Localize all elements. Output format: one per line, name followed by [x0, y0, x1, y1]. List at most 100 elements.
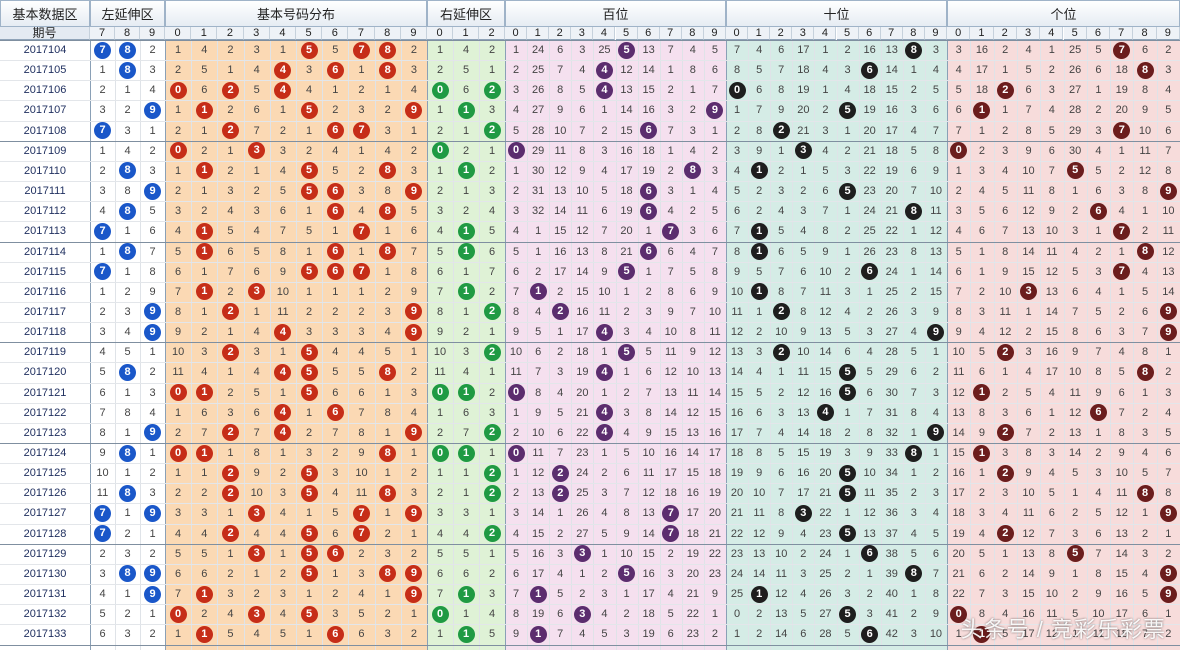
- cell-base: 6: [201, 567, 208, 580]
- cell-shi: 2: [756, 608, 763, 621]
- cell-ge: 2: [978, 487, 985, 500]
- cell-shi: 15: [929, 285, 943, 298]
- ball-base: 8: [379, 484, 397, 502]
- cell-left: 6: [99, 386, 106, 399]
- cell-shi: 8: [866, 426, 873, 439]
- cell-ge: 7: [1048, 164, 1055, 177]
- cell-right: 3: [488, 104, 496, 117]
- cell-ge: 7: [955, 124, 962, 137]
- cell-shi: 2: [756, 326, 763, 339]
- cell-left: 7: [99, 406, 106, 419]
- cell-ge: 10: [1115, 467, 1128, 480]
- ball-ge: 2: [996, 81, 1014, 99]
- cell-bai: 16: [708, 426, 722, 439]
- cell-left: 1: [99, 245, 106, 258]
- cell-right: 4: [462, 527, 470, 540]
- cell-bai: 3: [601, 144, 608, 157]
- cell-shi: 9: [932, 608, 939, 621]
- cell-base: 3: [201, 507, 208, 520]
- cell-base: 9: [358, 447, 365, 459]
- cell-bai: 30: [532, 164, 545, 177]
- cell-ge: 9: [1025, 144, 1032, 157]
- cell-ge: 12: [1069, 406, 1082, 419]
- cell-ge: 10: [1022, 487, 1035, 500]
- cell-base: 5: [175, 245, 182, 258]
- cell-bai: 9: [535, 406, 542, 419]
- cell-base: 3: [384, 628, 391, 641]
- cell-bai: 7: [667, 265, 674, 278]
- cell-bai: 4: [557, 567, 564, 580]
- issue-number: 2017104: [23, 44, 67, 56]
- cell-right: 5: [488, 225, 496, 238]
- ball-ge: 9: [1159, 585, 1177, 603]
- cell-shi: 25: [885, 285, 898, 298]
- cell-shi: 1: [910, 426, 917, 439]
- cell-right: 5: [462, 64, 470, 77]
- cell-shi: 5: [800, 245, 807, 258]
- cell-bai: 4: [512, 104, 520, 117]
- issue-number: 2017119: [23, 346, 66, 359]
- ball-right: 0: [431, 81, 449, 99]
- ball-bai: 4: [595, 424, 613, 442]
- ball-ge: 1: [973, 625, 991, 643]
- cell-shi: 21: [863, 144, 876, 157]
- cell-bai: 1: [623, 366, 630, 379]
- cell-shi: 5: [756, 64, 763, 77]
- grid-vline: [947, 40, 948, 650]
- row-separator: [0, 584, 1180, 586]
- ball-right: 1: [457, 384, 475, 402]
- ball-bai: 0: [507, 142, 525, 160]
- cell-bai: 3: [623, 406, 630, 419]
- ball-bai: 6: [640, 202, 658, 220]
- cell-shi: 20: [863, 124, 876, 137]
- ball-base: 5: [300, 101, 318, 119]
- cell-bai: 26: [532, 84, 545, 97]
- cell-bai: 5: [601, 185, 608, 198]
- cell-left: 9: [149, 285, 156, 298]
- cell-base: 4: [384, 144, 391, 157]
- row-separator: [0, 181, 1180, 183]
- cell-ge: 4: [1002, 164, 1009, 177]
- cell-ge: 12: [1115, 507, 1128, 520]
- cell-bai: 7: [557, 628, 564, 641]
- cell-bai: 10: [576, 185, 589, 198]
- header-bai-col-8: 8: [681, 27, 704, 40]
- ball-ge: 7: [1113, 263, 1131, 281]
- ball-base: 9: [405, 303, 423, 321]
- cell-shi: 1: [733, 104, 741, 117]
- issue-number: 2017107: [23, 104, 67, 117]
- cell-shi: 21: [885, 205, 898, 218]
- cell-ge: 2: [1095, 104, 1102, 117]
- cell-bai: 20: [708, 507, 722, 520]
- cell-ge: 25: [1069, 44, 1082, 56]
- cell-bai: 3: [711, 164, 718, 177]
- ball-bai: 5: [618, 565, 636, 583]
- cell-bai: 3: [667, 567, 674, 580]
- cell-base: 5: [253, 84, 260, 97]
- grid-vline: [726, 40, 727, 650]
- cell-base: 7: [358, 406, 365, 419]
- ball-bai: 4: [595, 323, 613, 341]
- cell-ge: 7: [1165, 467, 1172, 480]
- cell-bai: 10: [532, 426, 545, 439]
- cell-bai: 25: [532, 64, 545, 77]
- cell-ge: 1: [1095, 225, 1102, 238]
- cell-bai: 9: [645, 426, 652, 439]
- cell-bai: 3: [557, 547, 564, 560]
- cell-right: 1: [488, 507, 496, 520]
- cell-bai: 5: [601, 527, 608, 540]
- cell-base: 1: [279, 346, 286, 359]
- ball-ge: 2: [996, 424, 1014, 442]
- cell-bai: 6: [557, 608, 564, 621]
- cell-base: 3: [227, 185, 234, 198]
- cell-bai: 16: [686, 487, 699, 500]
- cell-shi: 32: [885, 426, 898, 439]
- cell-ge: 15: [1045, 326, 1058, 339]
- row-separator: [0, 120, 1180, 122]
- ball-bai: 3: [573, 605, 591, 623]
- header-shi-col-2: 2: [770, 27, 793, 40]
- cell-right: 2: [488, 285, 496, 298]
- ball-shi: 8: [905, 565, 923, 583]
- cell-left: 5: [99, 608, 106, 621]
- cell-base: 2: [201, 608, 208, 621]
